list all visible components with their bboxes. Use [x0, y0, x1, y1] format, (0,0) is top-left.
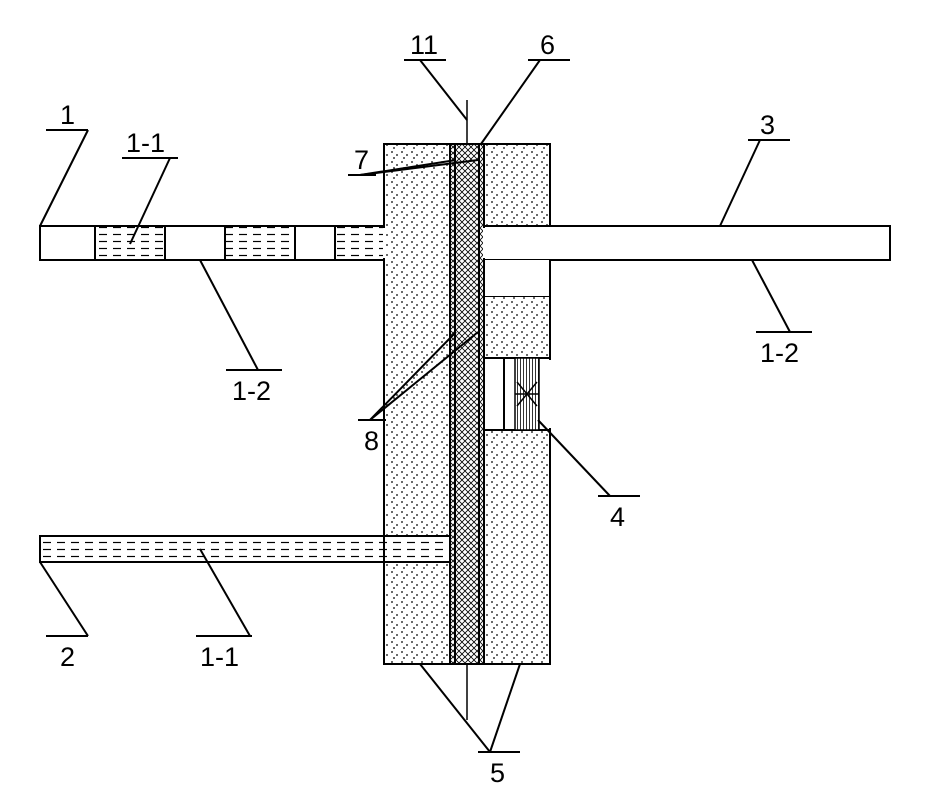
body-left-block: [384, 144, 450, 664]
label-5: 5: [490, 758, 505, 789]
passage-gap: [484, 260, 550, 296]
upper-left-arm: [40, 226, 384, 260]
diagram-figure: 1 1-1 11 6 7 3 1-2 1-2 8 4 2 1-1 5: [0, 0, 927, 810]
label-7: 7: [354, 145, 369, 176]
label-1-2-left: 1-2: [232, 376, 271, 407]
body-right-lower: [484, 430, 550, 664]
segment-1-1-c: [335, 226, 384, 260]
label-1-1-top: 1-1: [126, 128, 165, 159]
upper-right-arm: [484, 226, 890, 260]
segment-1-1-b: [225, 226, 295, 260]
body-right-mid: [484, 296, 550, 358]
label-11: 11: [410, 30, 438, 61]
label-1-2-right: 1-2: [760, 338, 799, 369]
label-1: 1: [60, 100, 75, 131]
label-4: 4: [610, 502, 625, 533]
label-8: 8: [364, 426, 379, 457]
label-3: 3: [760, 110, 775, 141]
label-6: 6: [540, 30, 555, 61]
diagram-svg: [0, 0, 927, 810]
label-1-1-bot: 1-1: [200, 642, 239, 673]
label-2: 2: [60, 642, 75, 673]
lower-arm-in-body: [384, 536, 450, 562]
